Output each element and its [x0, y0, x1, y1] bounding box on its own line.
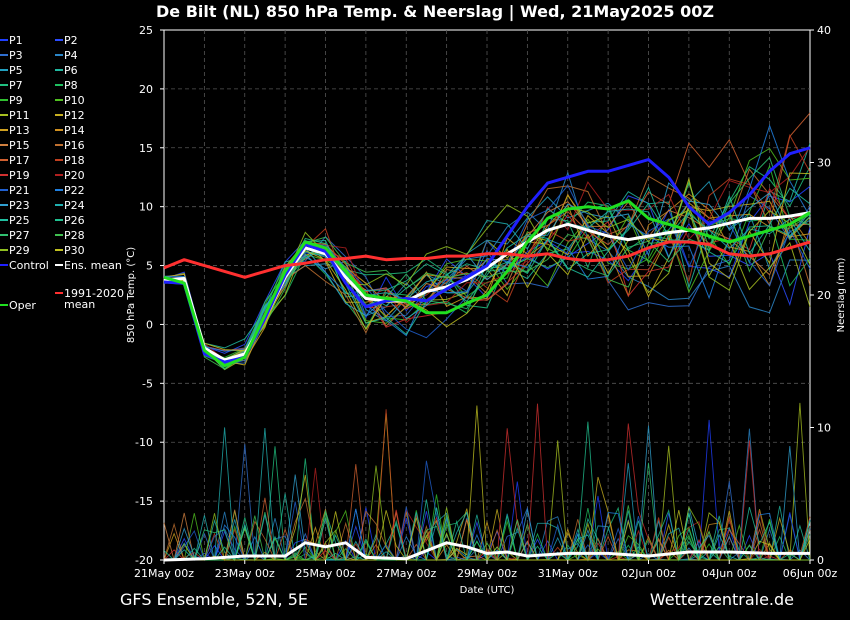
member-line-p28 [163, 180, 811, 370]
legend-label: P15 [9, 139, 30, 152]
legend-label: P5 [9, 64, 23, 77]
legend-label: P18 [64, 154, 85, 167]
legend-label: P3 [9, 49, 23, 62]
legend-label: P17 [9, 154, 30, 167]
x-axis-ticks: 21May 00z 23May 00z 25May 00z 27May 00z 29Ma… [134, 560, 837, 580]
y-tick-label: -15 [135, 495, 153, 508]
legend-label: P8 [64, 79, 78, 92]
legend-label: P22 [64, 184, 85, 197]
y-tick-label: 15 [139, 142, 153, 155]
legend-label: P14 [64, 124, 85, 137]
y-axis-ticks: 25 20 15 10 5 0 -5 -10 -15 -20 [135, 24, 164, 567]
member-precip-p1 [164, 419, 810, 562]
legend-label: P30 [64, 244, 85, 257]
legend: P1 P2 P3 P4 P5 P6 P7 P8 P9 P10 P11 P12 P13 P14 P15 P16 P… [0, 34, 124, 312]
series-line-oper [163, 199, 811, 368]
member-line-p29 [163, 204, 811, 360]
x-tick-label: 21May 00z [134, 567, 194, 580]
y-tick-label: 25 [139, 24, 153, 37]
legend-label: Control [9, 259, 49, 272]
y-axis-label: 850 hPa Temp. (°C) [126, 247, 137, 343]
legend-label: P27 [9, 229, 30, 242]
x-tick-label: 29May 00z [457, 567, 517, 580]
legend-label: P10 [64, 94, 85, 107]
grid [164, 30, 810, 560]
legend-label: P12 [64, 109, 85, 122]
footer-site: Wetterzentrale.de [649, 590, 794, 609]
chart-title: De Bilt (NL) 850 hPa Temp. & Neerslag | … [156, 2, 714, 22]
legend-label: P2 [64, 34, 78, 47]
legend-label: P29 [9, 244, 30, 257]
x-tick-label: 04Jun 00z [702, 567, 757, 580]
legend-label: P7 [9, 79, 23, 92]
legend-label: P21 [9, 184, 30, 197]
legend-label: P23 [9, 199, 30, 212]
y2-axis-ticks: 40 30 20 10 0 [810, 24, 831, 567]
x-axis-label: Date (UTC) [460, 585, 515, 596]
y-tick-label: 0 [146, 318, 153, 331]
x-tick-label: 25May 00z [295, 567, 355, 580]
x-tick-label: 31May 00z [538, 567, 598, 580]
legend-label: P6 [64, 64, 78, 77]
legend-label: P26 [64, 214, 85, 227]
y2-tick-label: 20 [817, 289, 831, 302]
y2-tick-label: 40 [817, 24, 831, 37]
legend-label: P24 [64, 199, 85, 212]
legend-label: P4 [64, 49, 78, 62]
legend-label: P9 [9, 94, 23, 107]
x-tick-label: 23May 00z [215, 567, 275, 580]
x-tick-label: 06Jun 00z [783, 567, 838, 580]
x-tick-label: 27May 00z [376, 567, 436, 580]
legend-label: P16 [64, 139, 85, 152]
series-line-1991-2020-mean [163, 240, 811, 279]
legend-label: mean [64, 298, 95, 311]
y-tick-label: -5 [142, 377, 153, 390]
legend-label: Ens. mean [64, 259, 122, 272]
x-tick-label: 02Jun 00z [621, 567, 676, 580]
y2-axis-label: Neerslag (mm) [836, 257, 847, 332]
y-tick-label: -10 [135, 436, 153, 449]
series-line-control [163, 146, 811, 364]
legend-label: Oper [9, 299, 36, 312]
legend-label: P13 [9, 124, 30, 137]
series-lines [163, 146, 811, 562]
y-tick-label: 20 [139, 83, 153, 96]
y2-tick-label: 10 [817, 422, 831, 435]
legend-label: P25 [9, 214, 30, 227]
legend-label: 1991-2020 [64, 287, 124, 300]
legend-label: P19 [9, 169, 30, 182]
legend-label: P1 [9, 34, 23, 47]
y2-tick-label: 30 [817, 157, 831, 170]
legend-label: P11 [9, 109, 30, 122]
footer-source: GFS Ensemble, 52N, 5E [120, 590, 308, 609]
legend-label: P28 [64, 229, 85, 242]
y-tick-label: 10 [139, 201, 153, 214]
series-line-ens-mean-precipitation [163, 541, 810, 562]
legend-label: P20 [64, 169, 85, 182]
y-tick-label: -20 [135, 554, 153, 567]
y2-tick-label: 0 [817, 554, 824, 567]
y-tick-label: 5 [146, 260, 153, 273]
